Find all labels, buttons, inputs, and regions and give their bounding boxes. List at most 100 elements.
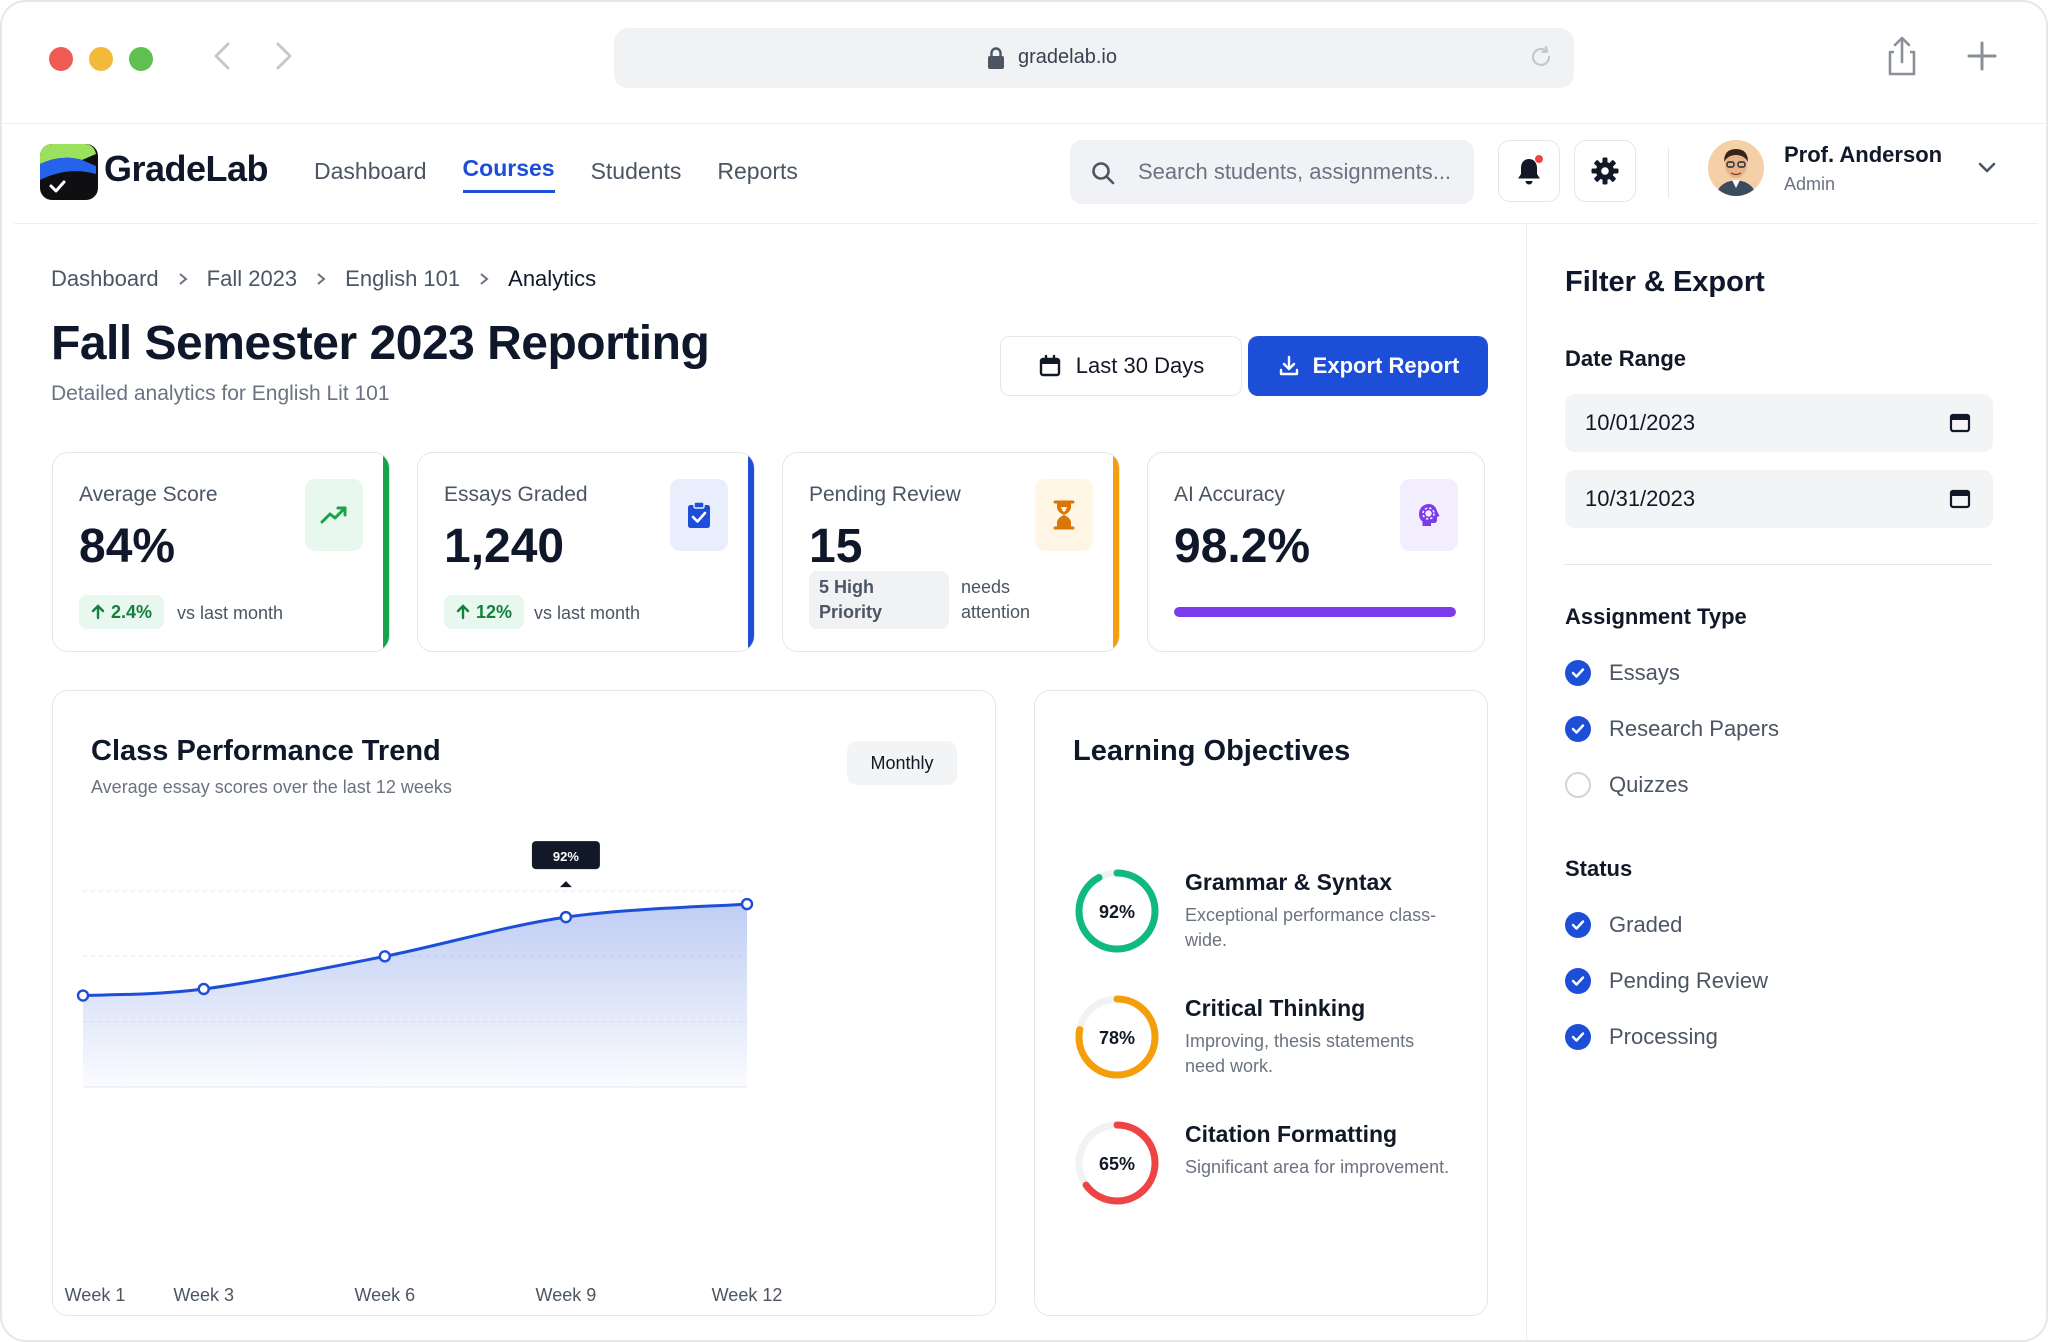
stat-card-essays-graded: Essays Graded 1,240 12% vs last month (417, 452, 755, 652)
export-report-button[interactable]: Export Report (1248, 336, 1488, 396)
objective-desc: Exceptional performance class-wide. (1185, 905, 1437, 950)
breadcrumb-course[interactable]: English 101 (345, 266, 461, 291)
chart-data-point (197, 982, 210, 996)
back-arrow-icon[interactable] (206, 38, 242, 74)
forward-arrow-icon[interactable] (264, 38, 300, 74)
start-date-input[interactable]: 10/01/2023 (1565, 394, 1993, 452)
chart-tooltip-label: 92% (553, 849, 579, 864)
stat-label: Essays Graded (444, 483, 588, 506)
status-label: Status (1565, 856, 1633, 881)
stat-icon-box (670, 479, 728, 551)
checkbox-research-papers[interactable]: Research Papers (1565, 716, 1779, 742)
gear-icon (1591, 157, 1619, 185)
nav-dashboard[interactable]: Dashboard (314, 158, 427, 184)
stat-card-ai-accuracy: AI Accuracy 98.2% (1147, 452, 1485, 652)
check-icon (1571, 976, 1585, 986)
x-tick-label: Week 6 (354, 1285, 415, 1305)
reload-icon[interactable] (1528, 44, 1554, 70)
new-tab-icon[interactable] (1958, 32, 2006, 80)
checkbox-indicator[interactable] (1565, 772, 1591, 798)
checkbox-graded[interactable]: Graded (1565, 912, 1682, 938)
high-priority-badge: 5 High Priority (809, 571, 949, 629)
checkbox-indicator[interactable] (1565, 1024, 1591, 1050)
delta-badge: 2.4% (79, 595, 165, 629)
chart-data-point (559, 910, 573, 924)
chevron-right-icon (480, 273, 489, 285)
search-input[interactable] (1138, 140, 1458, 204)
download-icon (1279, 355, 1298, 376)
checkbox-pending-review[interactable]: Pending Review (1565, 968, 1768, 994)
checkbox-indicator[interactable] (1565, 660, 1591, 686)
url-text: gradelab.io (1018, 46, 1117, 68)
user-avatar[interactable] (1708, 140, 1764, 196)
checkbox-indicator[interactable] (1565, 716, 1591, 742)
app-logo-text: GradeLab (104, 148, 269, 189)
checkbox-processing[interactable]: Processing (1565, 1024, 1718, 1050)
progress-ring-label: 78% (1099, 1028, 1135, 1048)
page-subtitle: Detailed analytics for English Lit 101 (51, 382, 390, 405)
check-icon (1571, 1032, 1585, 1042)
stat-value: 98.2% (1174, 520, 1311, 573)
gradelab-logo-icon (40, 144, 98, 200)
settings-button[interactable] (1574, 140, 1636, 202)
end-date-input[interactable]: 10/31/2023 (1565, 470, 1993, 528)
minimize-window-button[interactable] (89, 47, 113, 71)
learning-objectives-card: Learning Objectives 92% Grammar & Syntax… (1034, 690, 1488, 1316)
date-range-label: Date Range (1565, 346, 1687, 371)
panel-divider (1565, 564, 1993, 565)
maximize-window-button[interactable] (129, 47, 153, 71)
browser-toolbar: gradelab.io (2, 2, 2046, 124)
delta-value: 2.4% (111, 601, 153, 622)
progress-ring: 78% (1075, 995, 1159, 1079)
ai-accuracy-progress (1174, 607, 1456, 617)
checkbox-label: Processing (1609, 1024, 1718, 1049)
breadcrumb-term[interactable]: Fall 2023 (206, 266, 298, 291)
objective-desc: Significant area for improvement. (1185, 1157, 1450, 1177)
end-date-value: 10/31/2023 (1585, 486, 1696, 511)
filter-export-panel: Filter & Export Date Range 10/01/2023 10… (1526, 224, 2046, 1340)
checkbox-label: Essays (1609, 660, 1680, 685)
checkbox-indicator[interactable] (1565, 912, 1591, 938)
chevron-down-icon[interactable] (1976, 160, 1998, 176)
notifications-button[interactable] (1498, 140, 1560, 202)
chevron-right-icon (317, 273, 326, 285)
nav-reports[interactable]: Reports (717, 158, 798, 184)
close-window-button[interactable] (49, 47, 73, 71)
checkbox-label: Quizzes (1609, 772, 1689, 797)
stat-card-average-score: Average Score 84% 2.4% vs last month (52, 452, 390, 652)
bell-icon (1518, 159, 1540, 185)
export-report-label: Export Report (1312, 353, 1460, 378)
stat-label: Average Score (79, 483, 218, 506)
performance-chart: Week 1 Week 3 Week 6 Week 9 Week 12 92% (65, 841, 782, 1305)
date-range-label: Last 30 Days (1075, 353, 1205, 378)
delta-badge: 12% (444, 595, 525, 629)
checkbox-indicator[interactable] (1565, 968, 1591, 994)
address-bar[interactable]: gradelab.io (614, 28, 1574, 88)
progress-ring: 92% (1075, 869, 1159, 953)
card-accent-bar (748, 453, 754, 651)
search-icon (1092, 162, 1115, 185)
checkbox-essays[interactable]: Essays (1565, 660, 1680, 686)
calendar-icon (1039, 354, 1060, 377)
breadcrumb-dashboard[interactable]: Dashboard (51, 266, 159, 291)
checkbox-label: Pending Review (1609, 968, 1768, 993)
share-icon[interactable] (1878, 32, 1926, 80)
checkbox-quizzes[interactable]: Quizzes (1565, 772, 1688, 798)
date-range-button[interactable]: Last 30 Days (1000, 336, 1242, 396)
nav-students[interactable]: Students (590, 158, 682, 184)
delta-note: vs last month (534, 603, 641, 623)
nav-courses[interactable]: Courses (462, 155, 555, 193)
calendar-icon[interactable] (1949, 411, 1971, 433)
chart-tooltip (531, 841, 600, 870)
stat-card-pending-review: Pending Review 15 5 High Priority needs … (782, 452, 1120, 652)
chart-data-point (740, 897, 754, 911)
calendar-icon[interactable] (1949, 487, 1971, 509)
monthly-toggle-button[interactable]: Monthly (847, 741, 957, 785)
progress-ring-arc (1075, 1121, 1159, 1205)
arrow-up-icon (456, 604, 470, 620)
objective-item: 65% Citation Formatting Significant area… (1073, 1119, 1473, 1229)
chart-area-fill (83, 904, 747, 1087)
avatar-portrait-icon (1708, 140, 1764, 196)
objective-item: 92% Grammar & Syntax Exceptional perform… (1073, 867, 1473, 977)
delta-note: vs last month (177, 603, 284, 623)
